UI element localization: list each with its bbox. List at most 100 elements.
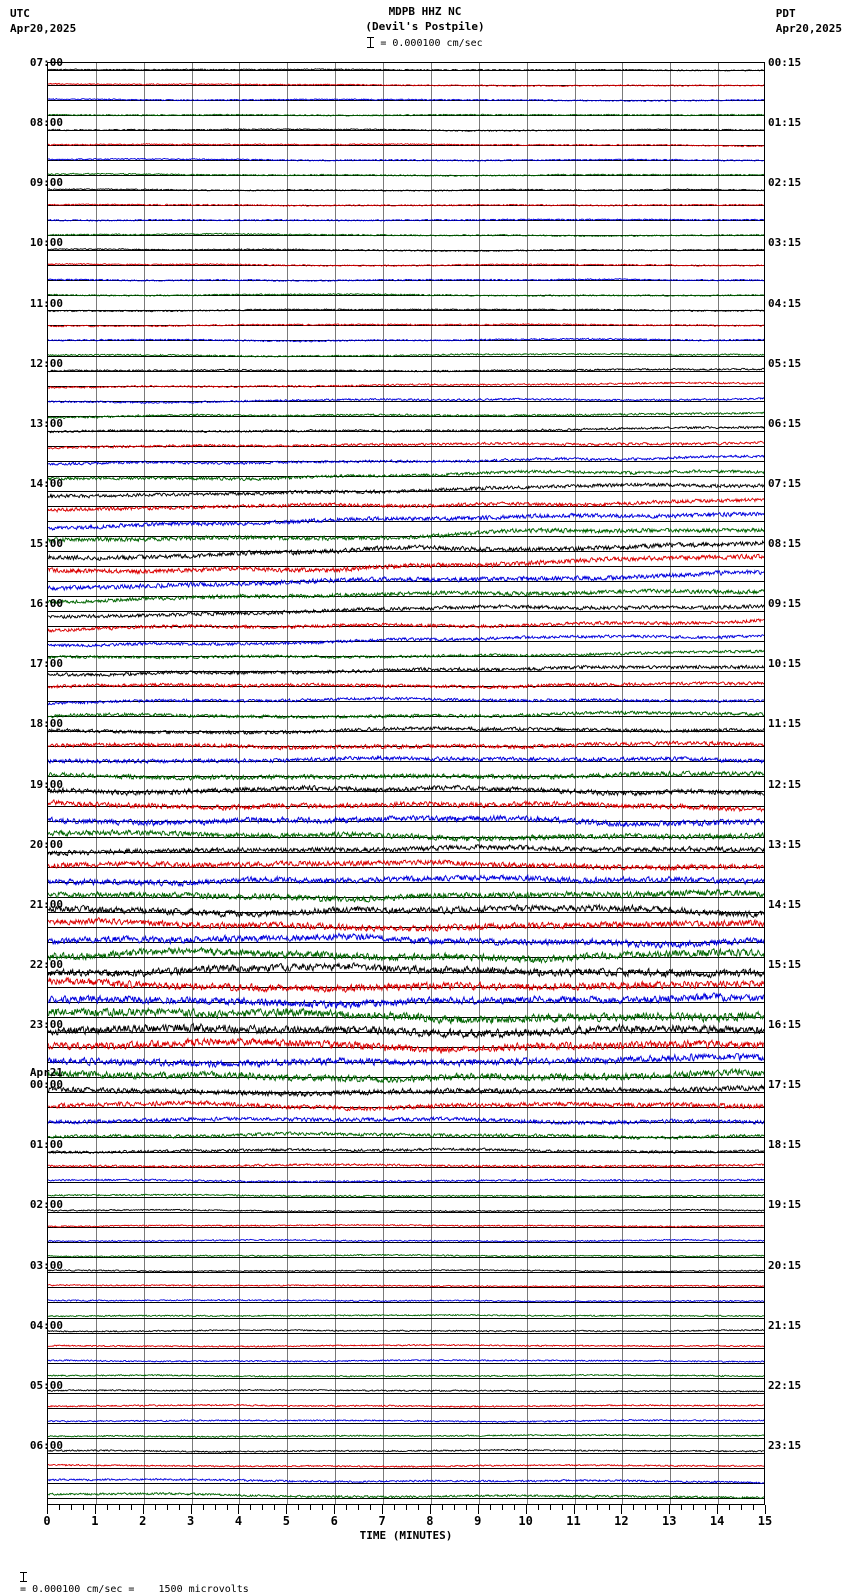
baseline-row-42 <box>48 701 764 702</box>
trace-row-75 <box>48 1194 764 1197</box>
trace-row-39 <box>48 650 764 658</box>
trace-row-95 <box>48 1493 764 1499</box>
trace-row-22 <box>48 398 764 404</box>
x-tick-label-12: 12 <box>614 1514 629 1528</box>
trace-row-70 <box>48 1117 764 1124</box>
baseline-row-70 <box>48 1122 764 1123</box>
pdt-hour-label-1715: 17:15 <box>768 1078 802 1092</box>
trace-row-16 <box>48 309 764 312</box>
trace-row-59 <box>48 947 764 962</box>
baseline-row-82 <box>48 1302 764 1303</box>
baseline-row-59 <box>48 957 764 958</box>
utc-hour-label-0500: 05:00 <box>29 1378 63 1392</box>
baseline-row-4 <box>48 130 764 131</box>
baseline-row-39 <box>48 656 764 657</box>
x-tick-minor-8-1 <box>441 1505 443 1510</box>
trace-row-44 <box>48 727 764 734</box>
trace-row-4 <box>48 129 764 132</box>
baseline-row-76 <box>48 1212 764 1213</box>
x-tick-minor-0-3 <box>82 1505 84 1510</box>
trace-row-66 <box>48 1054 764 1068</box>
trace-row-72 <box>48 1148 764 1153</box>
trace-row-49 <box>48 800 764 811</box>
trace-row-79 <box>48 1254 764 1257</box>
baseline-row-32 <box>48 551 764 552</box>
trace-row-20 <box>48 368 764 372</box>
utc-hour-label-1300: 13:00 <box>29 416 63 430</box>
helicorder-plot[interactable] <box>47 62 765 1505</box>
trace-row-45 <box>48 741 764 750</box>
trace-row-80 <box>48 1270 764 1272</box>
trace-row-32 <box>48 541 764 560</box>
trace-row-41 <box>48 682 764 689</box>
x-axis: TIME (MINUTES) 0 1 2 3 4 5 6 7 8 9 10 11 12 13 14 15 <box>43 1505 772 1545</box>
utc-hour-label-0000: 00:00 <box>29 1078 63 1092</box>
gridline-minute-9 <box>478 63 480 1504</box>
trace-row-42 <box>48 697 764 704</box>
baseline-row-95 <box>48 1498 764 1499</box>
x-tick-minor-4-1 <box>250 1505 252 1510</box>
utc-hour-label-2200: 22:00 <box>29 957 63 971</box>
baseline-row-51 <box>48 837 764 838</box>
utc-hour-label-0800: 08:00 <box>29 116 63 130</box>
gridline-minute-14 <box>718 63 720 1504</box>
trace-row-87 <box>48 1374 764 1376</box>
utc-hour-label-1800: 18:00 <box>29 717 63 731</box>
scale-reference-label: = 0.000100 cm/sec <box>380 38 483 49</box>
trace-row-10 <box>48 219 764 221</box>
baseline-row-81 <box>48 1287 764 1288</box>
trace-row-73 <box>48 1164 764 1168</box>
trace-row-61 <box>48 978 764 992</box>
x-tick-minor-3-1 <box>202 1505 204 1510</box>
baseline-row-93 <box>48 1468 764 1469</box>
trace-row-0 <box>48 69 764 71</box>
baseline-row-60 <box>48 972 764 973</box>
x-tick-major-6 <box>334 1505 336 1514</box>
trace-row-94 <box>48 1478 764 1483</box>
utc-hour-label-0700: 07:00 <box>29 56 63 69</box>
pdt-hour-label-2015: 20:15 <box>768 1258 802 1272</box>
x-tick-minor-9-1 <box>489 1505 491 1510</box>
trace-row-19 <box>48 353 764 357</box>
baseline-row-37 <box>48 626 764 627</box>
pdt-hour-label-0015: 00:15 <box>768 56 802 69</box>
trace-row-77 <box>48 1224 764 1227</box>
trace-row-23 <box>48 412 764 418</box>
x-tick-major-12 <box>621 1505 623 1514</box>
trace-row-48 <box>48 785 764 795</box>
pdt-hour-label-1615: 16:15 <box>768 1018 802 1031</box>
baseline-row-58 <box>48 942 764 943</box>
pdt-hour-label-1115: 11:15 <box>768 717 802 731</box>
x-tick-major-0 <box>47 1505 48 1514</box>
pdt-hour-label-1015: 10:15 <box>768 657 802 671</box>
x-tick-label-0: 0 <box>43 1514 51 1528</box>
gridline-minute-11 <box>574 63 576 1504</box>
x-tick-major-7 <box>382 1505 384 1514</box>
trace-row-76 <box>48 1209 764 1212</box>
gridline-minute-5 <box>287 63 289 1504</box>
baseline-row-16 <box>48 310 764 311</box>
day-change-marker: Apr21 <box>29 1066 63 1080</box>
trace-row-31 <box>48 528 764 542</box>
x-tick-major-10 <box>525 1505 527 1514</box>
trace-row-91 <box>48 1434 764 1437</box>
trace-row-27 <box>48 470 764 481</box>
x-tick-minor-3-3 <box>226 1505 228 1510</box>
x-tick-major-9 <box>477 1505 479 1514</box>
pdt-timezone-label: PDT <box>775 7 796 20</box>
pdt-hour-label-0915: 09:15 <box>768 597 802 611</box>
x-tick-minor-13-2 <box>693 1505 695 1510</box>
trace-row-13 <box>48 264 764 267</box>
baseline-row-54 <box>48 882 764 883</box>
pdt-date-label: Apr20,2025 <box>775 22 842 35</box>
trace-row-92 <box>48 1449 764 1452</box>
baseline-row-85 <box>48 1348 764 1349</box>
x-tick-minor-11-3 <box>609 1505 611 1510</box>
baseline-row-94 <box>48 1483 764 1484</box>
x-tick-minor-14-2 <box>741 1505 743 1510</box>
baseline-row-52 <box>48 852 764 853</box>
scale-reference: = 0.000100 cm/sec <box>0 36 850 49</box>
utc-hour-label-1700: 17:00 <box>29 657 63 671</box>
x-tick-label-3: 3 <box>186 1514 195 1528</box>
trace-row-40 <box>48 665 764 676</box>
